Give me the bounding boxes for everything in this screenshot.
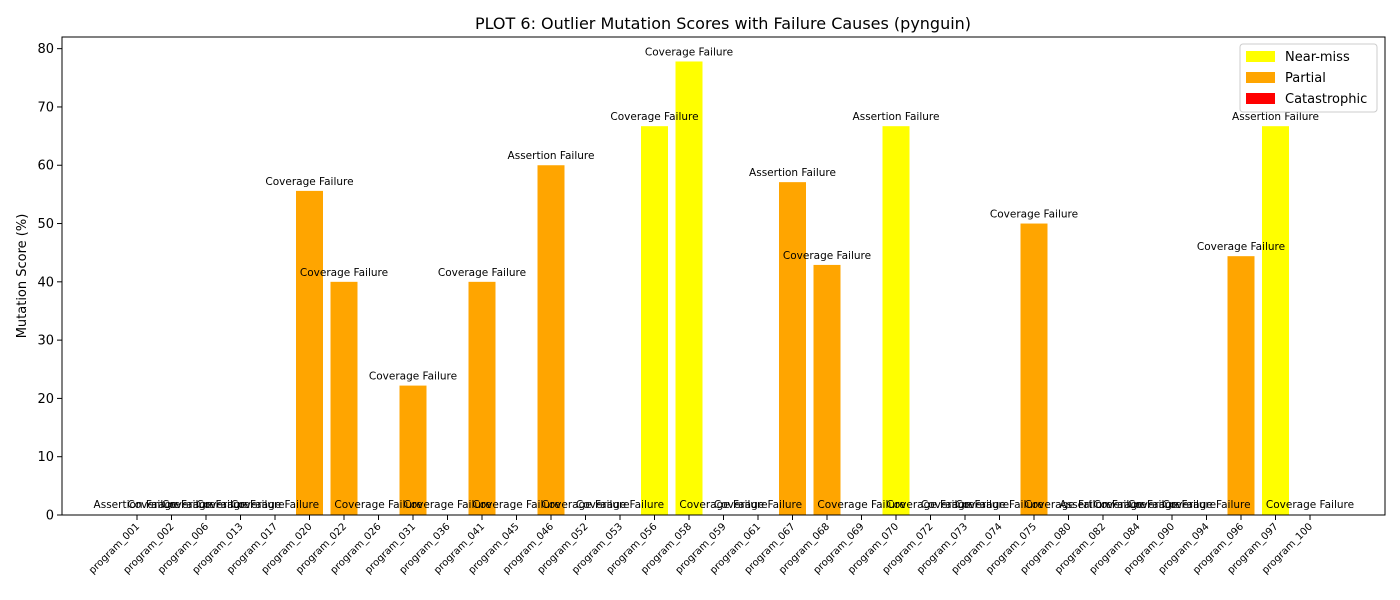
legend-swatch <box>1246 93 1275 104</box>
x-axis: program_001program_002program_006program… <box>87 515 1315 576</box>
bar-annotation: Coverage Failure <box>300 267 388 279</box>
chart-title: PLOT 6: Outlier Mutation Scores with Fai… <box>475 14 971 33</box>
plot-frame <box>61 36 1386 516</box>
bar <box>537 165 565 515</box>
y-tick-label: 10 <box>37 450 54 465</box>
bar-annotation: Assertion Failure <box>1232 111 1319 123</box>
bar <box>1227 256 1255 515</box>
bar <box>1020 223 1048 515</box>
bar-series <box>296 61 1289 516</box>
bar-annotation: Coverage Failure <box>576 499 664 511</box>
y-tick-label: 40 <box>37 275 54 290</box>
bar <box>641 126 668 515</box>
y-axis-label: Mutation Score (%) <box>15 214 30 339</box>
bar-annotation: Coverage Failure <box>1266 499 1354 511</box>
bar <box>882 126 910 515</box>
bar-annotation: Coverage Failure <box>714 499 802 511</box>
bar-annotation: Coverage Failure <box>1128 499 1216 511</box>
bar-annotation: Coverage Failure <box>610 111 698 123</box>
bar-annotation: Assertion Failure <box>94 499 181 511</box>
bar <box>296 190 323 515</box>
bar-annotation: Coverage Failure <box>1197 241 1285 253</box>
bar-annotation: Coverage Failure <box>1093 499 1181 511</box>
bar <box>675 61 703 516</box>
bar <box>1262 126 1289 515</box>
legend-label: Near-miss <box>1285 50 1350 65</box>
y-tick-label: 80 <box>37 42 54 57</box>
bar <box>813 264 841 515</box>
bar-annotation: Coverage Failure <box>127 499 215 511</box>
legend-label: Partial <box>1285 71 1326 86</box>
bar-annotation: Coverage Failure <box>369 371 457 383</box>
legend-swatch <box>1246 72 1275 83</box>
bar-annotation: Coverage Failure <box>1162 499 1250 511</box>
y-tick-label: 70 <box>37 100 54 115</box>
bar-annotation: Coverage Failure <box>817 499 905 511</box>
bar-annotation: Coverage Failure <box>921 499 1009 511</box>
bar-annotation: Assertion Failure <box>1060 499 1147 511</box>
bar-annotation: Coverage Failure <box>679 499 767 511</box>
bar <box>779 182 806 515</box>
y-tick-label: 20 <box>37 392 54 407</box>
bar-annotation: Assertion Failure <box>749 167 836 179</box>
bar-annotation: Coverage Failure <box>955 499 1043 511</box>
bar <box>330 281 358 515</box>
bar-annotation: Coverage Failure <box>541 499 629 511</box>
y-tick-label: 50 <box>37 217 54 232</box>
bar-annotation: Coverage Failure <box>162 499 250 511</box>
bar-annotation: Coverage Failure <box>403 499 491 511</box>
bar-annotation: Coverage Failure <box>231 499 319 511</box>
y-axis: 0 10 20 30 40 50 60 70 80 <box>37 42 62 524</box>
bar-annotation: Coverage Failure <box>196 499 284 511</box>
legend-label: Catastrophic <box>1285 92 1367 107</box>
bar-annotation: Coverage Failure <box>265 176 353 188</box>
legend: Near-miss Partial Catastrophic <box>1239 43 1378 113</box>
bar-annotation: Coverage Failure <box>472 499 560 511</box>
bar-annotation: Coverage Failure <box>645 46 733 58</box>
bar-annotation: Coverage Failure <box>438 267 526 279</box>
legend-swatch <box>1246 51 1275 62</box>
bar-annotation: Coverage Failure <box>1024 499 1112 511</box>
y-tick-label: 0 <box>46 509 54 524</box>
bar-annotation: Coverage Failure <box>990 209 1078 221</box>
bar <box>468 281 496 515</box>
bar-annotation: Coverage Failure <box>783 250 871 262</box>
bar <box>399 385 427 515</box>
y-tick-label: 30 <box>37 334 54 349</box>
bar-annotation: Assertion Failure <box>508 150 595 162</box>
y-tick-label: 60 <box>37 159 54 174</box>
bar-annotation: Coverage Failure <box>886 499 974 511</box>
bar-annotation: Assertion Failure <box>853 111 940 123</box>
bar-annotation: Coverage Failure <box>334 499 422 511</box>
